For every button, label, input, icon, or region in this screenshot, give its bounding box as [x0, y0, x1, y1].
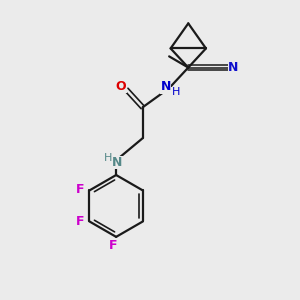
- Text: H: H: [171, 87, 180, 97]
- Text: N: N: [112, 156, 122, 169]
- Text: F: F: [76, 182, 85, 196]
- Text: O: O: [116, 80, 127, 93]
- Text: H: H: [104, 153, 112, 163]
- Text: N: N: [228, 61, 238, 74]
- Text: F: F: [109, 238, 117, 252]
- Text: F: F: [76, 215, 85, 228]
- Text: N: N: [160, 80, 171, 94]
